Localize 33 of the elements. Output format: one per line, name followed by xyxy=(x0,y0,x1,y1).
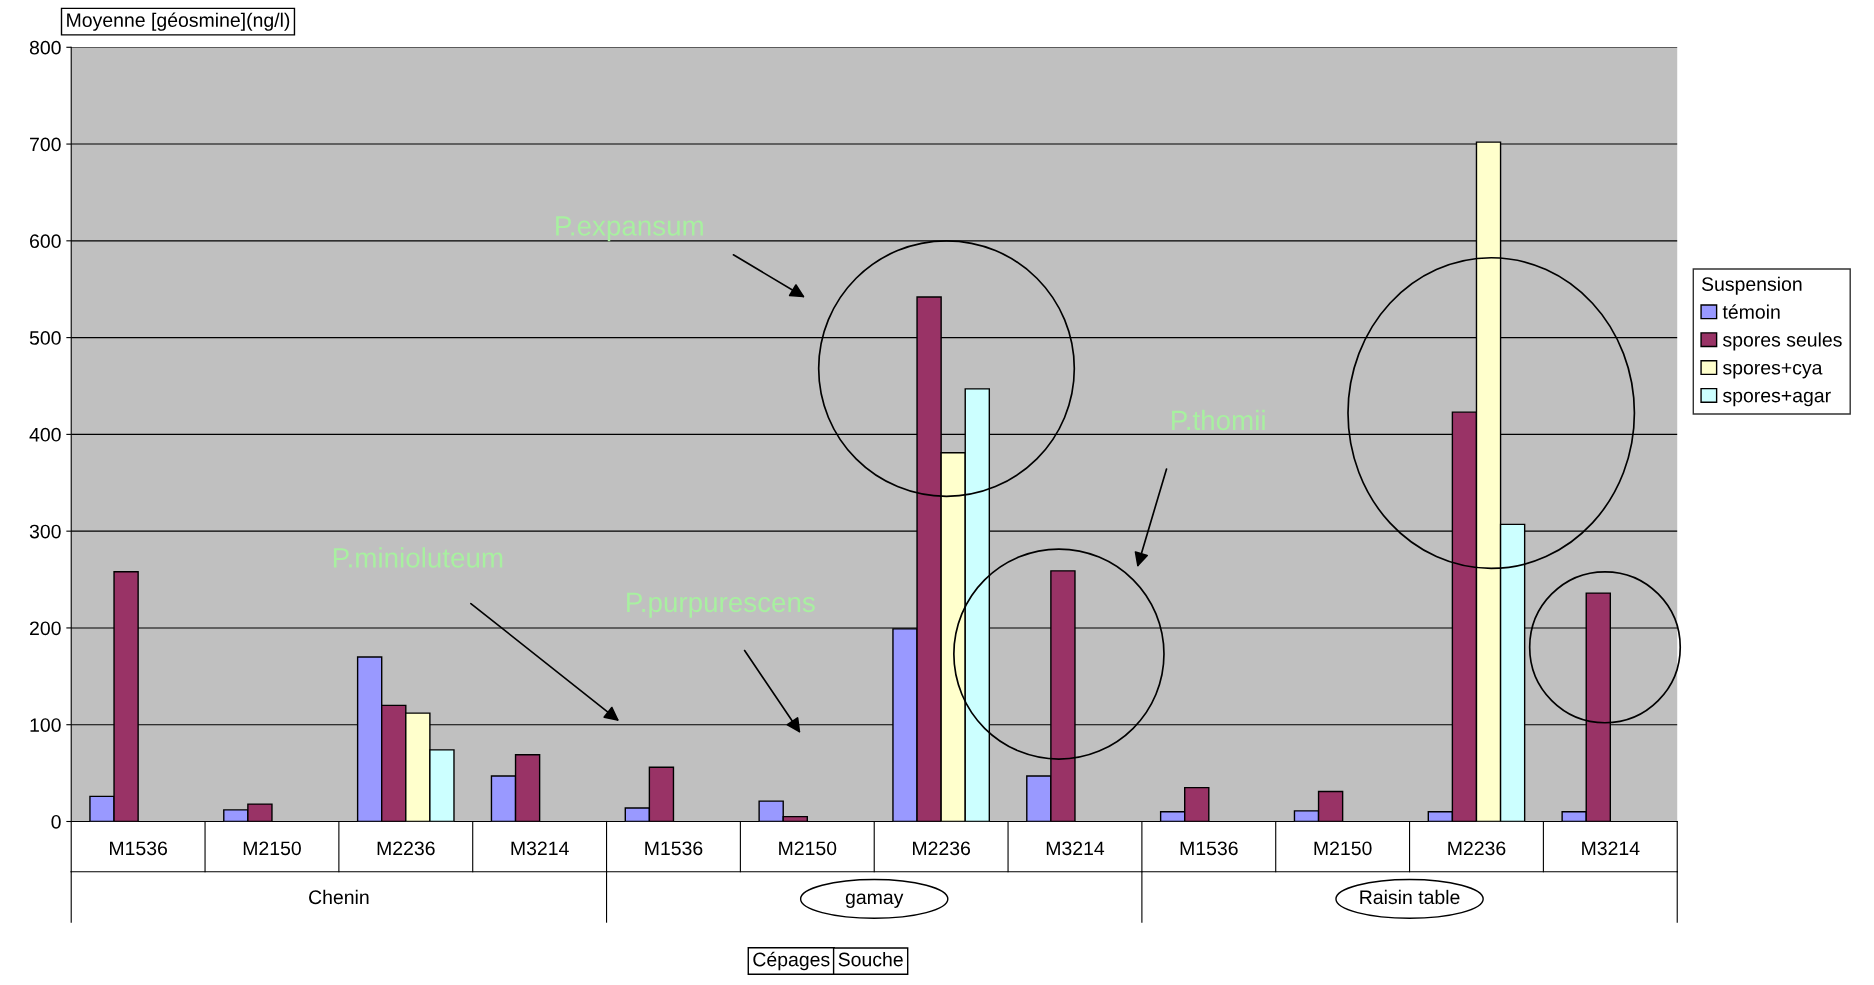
text: Cépages xyxy=(753,951,830,971)
y-tick-label: 500 xyxy=(29,331,61,345)
text: Souche xyxy=(838,952,903,967)
annotation: P.expansum xyxy=(556,216,703,242)
x-tick-label: M1536 xyxy=(110,841,167,856)
x-tick-label: M3214 xyxy=(511,841,569,856)
x-tick-label: M2150 xyxy=(1314,841,1372,856)
legend-label: spores+agar xyxy=(1723,390,1831,407)
y-tick-label: 200 xyxy=(30,621,61,636)
y-axis-title: Moyenne [géosmine](ng/l) xyxy=(67,12,290,31)
legend-label: spores seules xyxy=(1723,332,1842,351)
y-tick-label: 700 xyxy=(30,137,61,152)
x-tick-label: M2236 xyxy=(913,841,971,856)
x-tick-label: M1536 xyxy=(1180,841,1238,856)
x-tick-label: M1536 xyxy=(645,841,703,856)
y-tick-label: 600 xyxy=(30,234,61,249)
x-tick-label: M2150 xyxy=(779,841,837,856)
y-tick-label: 800 xyxy=(29,40,61,55)
legend-label: témoin xyxy=(1722,304,1780,319)
x-tick-label: M2236 xyxy=(377,841,435,856)
x-tick-label: M2236 xyxy=(1448,841,1506,856)
y-tick-label: 100 xyxy=(30,718,61,732)
legend-title: Suspension xyxy=(1701,276,1802,295)
x-tick-label: M3214 xyxy=(1582,841,1640,856)
y-tick-label: 300 xyxy=(29,524,61,539)
legend-label: spores+cya xyxy=(1723,363,1823,379)
y-tick-label: 0 xyxy=(51,814,61,829)
x-tick-label: M2150 xyxy=(243,841,301,856)
x-tick-label: M3214 xyxy=(1046,841,1105,856)
text: Raisin table xyxy=(1360,889,1460,905)
text: gamay xyxy=(845,893,904,908)
y-tick-label: 400 xyxy=(29,427,61,442)
text: Chenin xyxy=(309,889,369,905)
